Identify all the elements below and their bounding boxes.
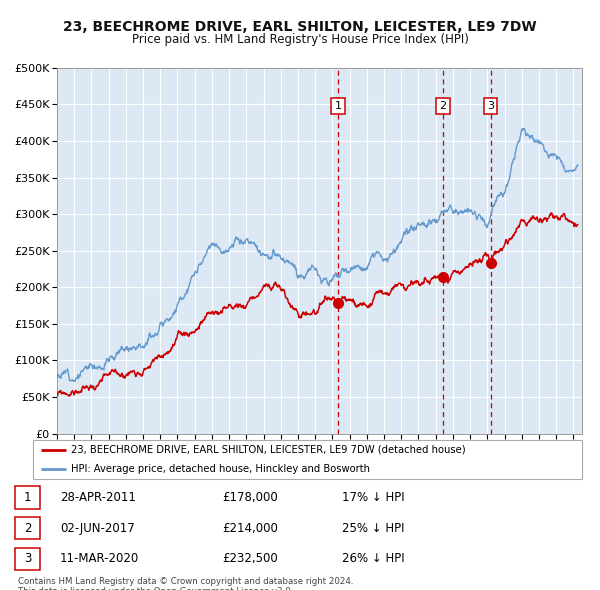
Text: HPI: Average price, detached house, Hinckley and Bosworth: HPI: Average price, detached house, Hinc… (71, 464, 370, 474)
Text: 28-APR-2011: 28-APR-2011 (60, 491, 136, 504)
Text: 11-MAR-2020: 11-MAR-2020 (60, 552, 139, 565)
Text: 2: 2 (24, 522, 31, 535)
Text: 26% ↓ HPI: 26% ↓ HPI (342, 552, 404, 565)
Text: 3: 3 (487, 101, 494, 112)
Text: 25% ↓ HPI: 25% ↓ HPI (342, 522, 404, 535)
Text: 1: 1 (24, 491, 31, 504)
Text: 02-JUN-2017: 02-JUN-2017 (60, 522, 135, 535)
Text: 1: 1 (334, 101, 341, 112)
Text: Price paid vs. HM Land Registry's House Price Index (HPI): Price paid vs. HM Land Registry's House … (131, 33, 469, 46)
Text: 2: 2 (439, 101, 446, 112)
Text: £232,500: £232,500 (222, 552, 278, 565)
Text: 23, BEECHROME DRIVE, EARL SHILTON, LEICESTER, LE9 7DW (detached house): 23, BEECHROME DRIVE, EARL SHILTON, LEICE… (71, 445, 466, 455)
Text: 3: 3 (24, 552, 31, 565)
Text: £178,000: £178,000 (222, 491, 278, 504)
FancyBboxPatch shape (33, 440, 582, 479)
Text: 23, BEECHROME DRIVE, EARL SHILTON, LEICESTER, LE9 7DW: 23, BEECHROME DRIVE, EARL SHILTON, LEICE… (63, 19, 537, 34)
Text: Contains HM Land Registry data © Crown copyright and database right 2024.
This d: Contains HM Land Registry data © Crown c… (18, 577, 353, 590)
Text: £214,000: £214,000 (222, 522, 278, 535)
Text: 17% ↓ HPI: 17% ↓ HPI (342, 491, 404, 504)
